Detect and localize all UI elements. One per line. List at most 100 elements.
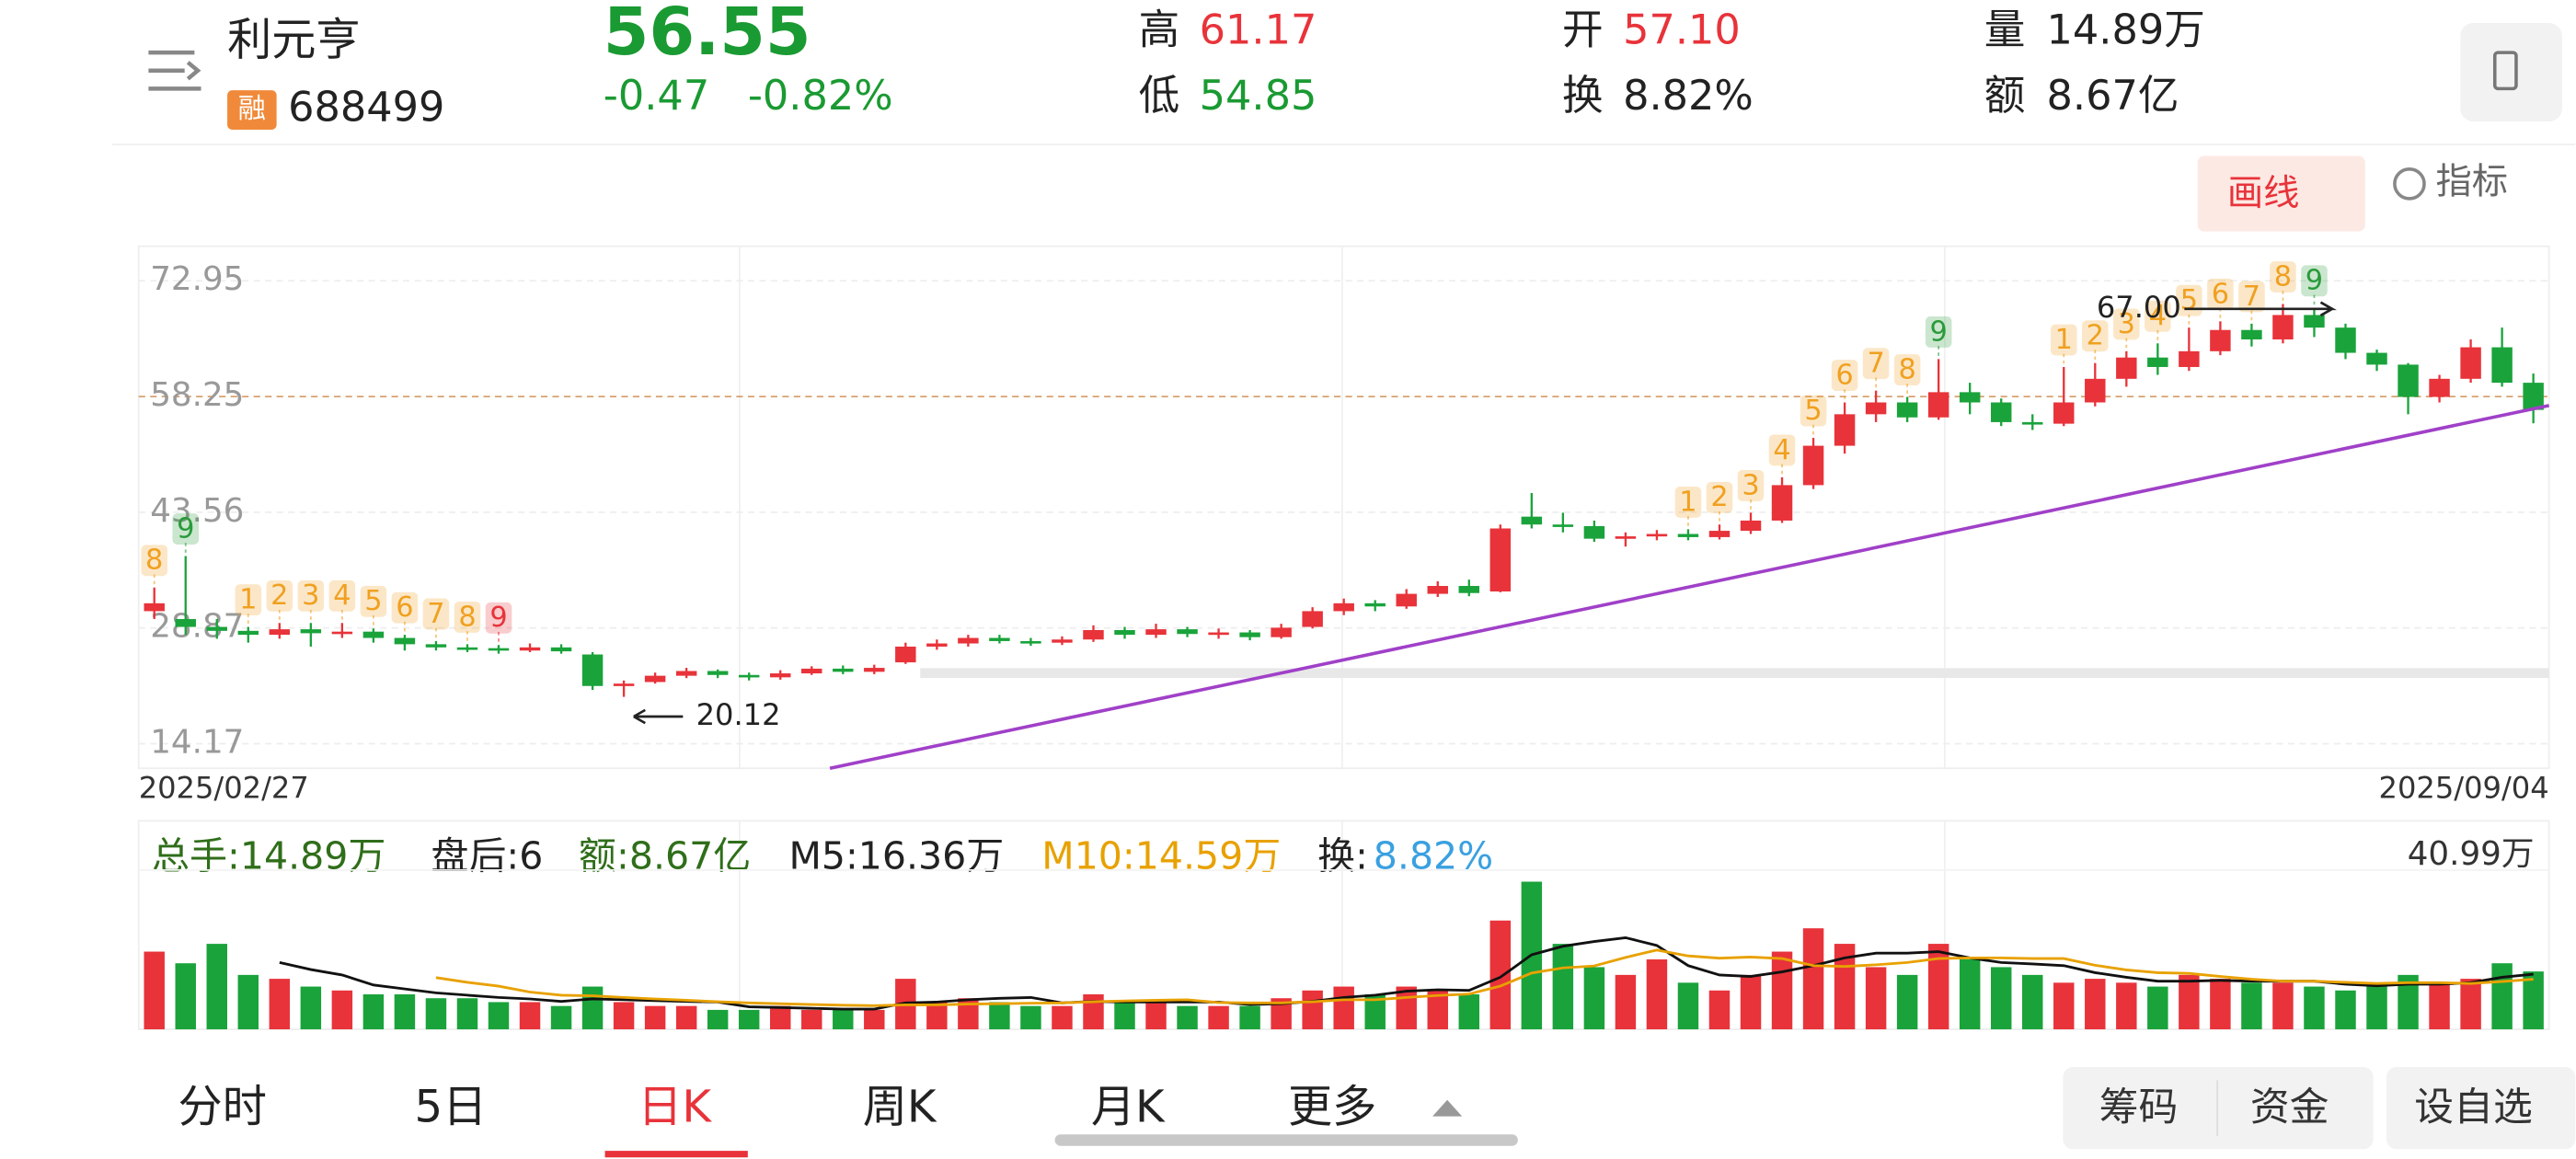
volume-bar [2179,974,2200,1030]
candle-body [1271,627,1292,637]
td-bg [2238,281,2265,313]
candle-body [581,654,604,686]
low-arrow [633,708,684,725]
volume-bar [864,1009,885,1030]
tab[interactable]: 分时 [178,1081,267,1132]
draw-button[interactable]: 画线 [2197,155,2365,232]
tab[interactable]: 日K [638,1081,712,1132]
candle-body [1302,611,1323,627]
td-bg [1674,486,1702,518]
candle-body [456,647,478,650]
td-bg [1706,481,1733,513]
candle-body [1615,536,1637,539]
candle-body [1959,392,1981,403]
volume-bar [1364,993,1386,1030]
candle-body [1052,639,1073,643]
candle-body [2398,364,2419,397]
vol-total: 总手:14.89万 [152,833,385,878]
candle-body [2022,421,2043,425]
high-arrow [2184,301,2338,317]
volume: 14.89万 [2047,6,2205,54]
candle-body [1802,445,1824,486]
button[interactable]: 筹码 [2099,1084,2179,1130]
tab[interactable]: 周K [863,1081,937,1132]
td-label: 5 [1804,395,1822,427]
menu-icon[interactable] [148,50,201,91]
candle-body [1583,525,1605,539]
volume-bar [1114,1002,1135,1030]
td-bg [2050,324,2077,356]
volume-bar [2147,986,2168,1030]
td-bg [235,584,262,616]
turnover: 8.82% [1623,72,1754,120]
volume-bar [926,1002,948,1030]
candle-body [2491,347,2513,384]
candle-body [394,637,416,645]
rotate-button[interactable] [2460,22,2562,122]
td-bg [2082,320,2109,352]
date-start: 2025/02/27 [139,770,309,805]
volume-bar [675,1005,697,1030]
td-label: 9 [177,512,194,545]
candle-body [519,647,541,651]
candle-body [1114,629,1135,636]
volume-bar [2272,982,2294,1030]
volume-bar [1615,974,1637,1030]
candle-body [1521,516,1543,525]
volume-bar [1708,990,1731,1030]
td-label: 3 [1742,469,1759,501]
stock-code: 688499 [288,84,444,132]
candle-body [1083,629,1104,640]
candle-body [1458,586,1480,593]
td-bg [266,580,293,612]
volume-bar [1771,951,1793,1030]
td-label: 9 [1930,316,1948,348]
change-pct: -0.82% [748,72,893,120]
volume-bar [1208,1005,1229,1030]
tab[interactable]: 月K [1091,1081,1166,1132]
button-group [2063,1067,2374,1150]
volume-bar [1458,993,1480,1030]
candle-body [206,626,227,631]
td-label: 6 [2212,278,2229,310]
candle-body [2429,378,2450,397]
volume-bar [2523,971,2544,1030]
td-bg [1862,348,1890,380]
td-label: 2 [270,580,288,612]
more-arrow[interactable] [1432,1099,1463,1117]
y-tick-label: 28.87 [150,608,244,646]
td-bg [2301,265,2328,297]
volume-bar [2241,982,2262,1030]
volume-bar [2429,982,2450,1030]
volume-bar [1990,967,2012,1030]
button[interactable]: 设自选 [2414,1084,2532,1130]
volume-bar [1302,990,1323,1030]
volume-bar [1271,998,1292,1030]
tab[interactable]: 5日 [415,1081,488,1132]
tab[interactable]: 更多 [1288,1081,1376,1132]
volume-bar [1896,974,1918,1030]
candle-body [801,668,822,674]
indicator-button[interactable]: 指标 [2393,161,2508,202]
volume-bar [1145,1002,1167,1030]
volume-bar [425,998,447,1030]
vol-after: 盘后:6 [431,833,543,878]
y-tick-label: 14.17 [150,724,244,762]
y-tick-label: 40.99万 [2408,835,2535,873]
button[interactable]: 资金 [2250,1084,2329,1130]
candle-body [1177,629,1198,635]
price: 56.55 [604,0,811,70]
volume-bar [2304,986,2325,1030]
volume-bar [581,986,604,1030]
td-label: 2 [1710,481,1728,513]
volume-bar [2491,963,2513,1030]
td-label: 8 [145,545,163,577]
vol-turnover: 8.82% [1374,833,1493,878]
open: 57.10 [1623,6,1741,54]
candle-body [864,668,885,672]
td-bg [328,580,356,612]
candle-body [1145,629,1167,636]
button-bg [2386,1067,2576,1150]
